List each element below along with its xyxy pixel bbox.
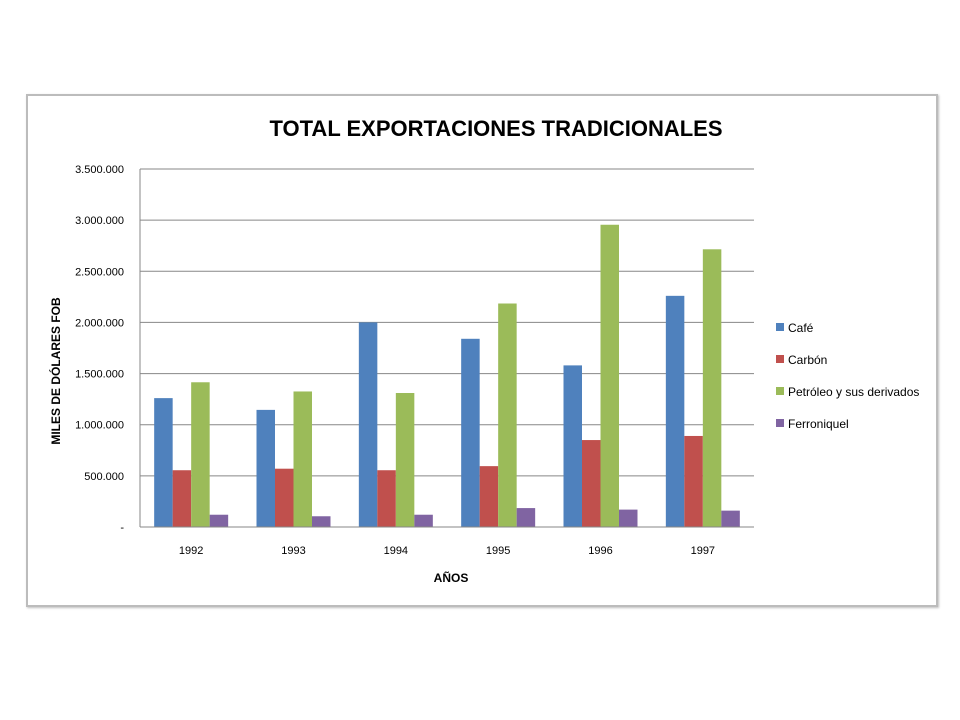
bar-carbón-1992: [172, 470, 192, 527]
bar-petróleo-y-sus-derivados-1997: [702, 249, 722, 527]
bar-café-1994: [358, 322, 378, 527]
bar-café-1997: [665, 295, 685, 527]
bar-ferroniquel-1992: [209, 514, 229, 527]
bars: [154, 224, 740, 527]
bar-café-1996: [563, 365, 582, 527]
x-tick-label: 1993: [281, 545, 305, 557]
y-tick-label: 3.500.000: [75, 164, 124, 176]
y-axis-title: MILES DE DÓLARES FOB: [48, 297, 63, 445]
bar-carbón-1993: [275, 468, 294, 527]
bar-ferroniquel-1993: [312, 516, 331, 527]
legend-label: Carbón: [788, 353, 827, 367]
x-axis-title: AÑOS: [434, 570, 469, 585]
y-tick-label: 2.000.000: [75, 317, 124, 329]
bar-ferroniquel-1997: [721, 510, 740, 527]
bar-ferroniquel-1995: [516, 508, 536, 527]
legend: Café Carbón Petróleo y sus derivados Ferron…: [776, 321, 919, 431]
y-tick-labels: - 500.000 1.000.000 1.500.000 2.000.000 2.500…: [75, 164, 124, 534]
bar-ferroniquel-1994: [414, 514, 433, 527]
y-tick-label: 3.000.000: [75, 215, 124, 227]
bar-petróleo-y-sus-derivados-1993: [293, 391, 312, 527]
axes: [139, 169, 754, 528]
bar-ferroniquel-1996: [619, 509, 638, 527]
chart-title: TOTAL EXPORTACIONES TRADICIONALES: [269, 116, 722, 141]
legend-label: Ferroniquel: [788, 417, 849, 431]
x-tick-label: 1997: [691, 545, 715, 557]
gridlines: [140, 168, 754, 477]
y-tick-label: -: [120, 522, 124, 534]
bar-café-1993: [256, 409, 275, 527]
bar-petróleo-y-sus-derivados-1995: [498, 303, 517, 527]
bar-chart: TOTAL EXPORTACIONES TRADICIONALES - 500.0…: [48, 116, 919, 585]
bar-petróleo-y-sus-derivados-1996: [600, 224, 619, 527]
bar-carbón-1995: [479, 466, 499, 527]
legend-swatch: [776, 419, 784, 427]
bar-café-1995: [461, 338, 480, 527]
x-tick-label: 1994: [384, 545, 408, 557]
legend-label: Petróleo y sus derivados: [788, 385, 919, 399]
x-tick-label: 1995: [486, 545, 510, 557]
bar-petróleo-y-sus-derivados-1994: [395, 393, 415, 527]
x-tick-label: 1992: [179, 545, 203, 557]
y-tick-label: 2.500.000: [75, 266, 124, 278]
x-tick-label: 1996: [588, 545, 612, 557]
legend-swatch: [776, 323, 784, 331]
bar-carbón-1994: [377, 470, 396, 527]
bar-café-1992: [154, 398, 173, 527]
legend-swatch: [776, 355, 784, 363]
y-tick-label: 500.000: [84, 471, 124, 483]
legend-swatch: [776, 387, 784, 395]
bar-carbón-1996: [582, 440, 601, 527]
y-tick-label: 1.000.000: [75, 420, 124, 432]
chart-frame: TOTAL EXPORTACIONES TRADICIONALES - 500.0…: [26, 94, 938, 607]
bar-petróleo-y-sus-derivados-1992: [191, 382, 210, 527]
y-tick-label: 1.500.000: [75, 369, 124, 381]
bar-carbón-1997: [684, 435, 703, 527]
x-tick-labels: 1992 1993 1994 1995 1996 1997: [179, 545, 715, 557]
legend-label: Café: [788, 321, 814, 335]
